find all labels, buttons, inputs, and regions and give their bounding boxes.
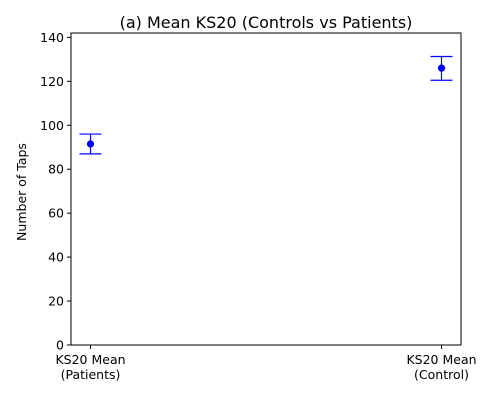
y-tick-label: 20 (48, 294, 64, 309)
mean-point (437, 64, 446, 72)
y-tick-label: 80 (48, 162, 64, 177)
y-tick-label: 120 (40, 74, 64, 89)
chart-title: (a) Mean KS20 (Controls vs Patients) (120, 13, 413, 32)
marks-group (79, 55, 453, 155)
y-tick-label: 0 (56, 338, 64, 353)
y-tick-label: 140 (40, 30, 64, 45)
y-tick-label: 100 (40, 118, 64, 133)
y-tick-label: 40 (48, 250, 64, 265)
y-tick-label: 60 (48, 206, 64, 221)
plot-frame (70, 32, 462, 346)
axes-group: 0 20 40 60 80 100 120 140 KS20 Mean (Patients) KS2… (40, 30, 476, 382)
x-tick-label: KS20 Mean (Patients) (55, 352, 125, 382)
y-axis-label: Number of Taps (14, 143, 29, 241)
x-tick-label: KS20 Mean (Control) (406, 352, 476, 382)
mean-point (86, 140, 95, 148)
